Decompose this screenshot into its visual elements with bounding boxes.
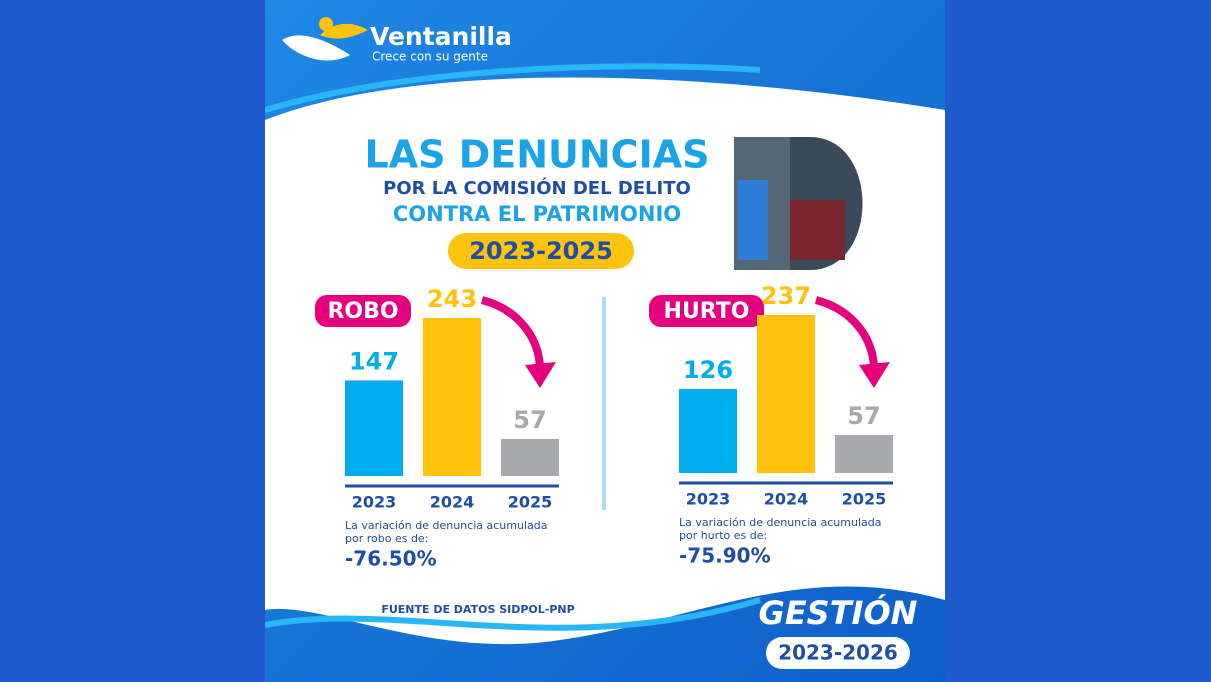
value-label: 57 <box>847 402 880 430</box>
brand: Ventanilla <box>370 22 512 51</box>
bar <box>757 315 815 473</box>
x-tick-label: 2024 <box>764 490 809 509</box>
x-tick-label: 2025 <box>508 493 553 512</box>
period: 2023-2025 <box>469 237 613 265</box>
bar <box>679 389 737 473</box>
value-label: 147 <box>349 347 399 375</box>
value-label: 243 <box>427 285 477 313</box>
x-tick-label: 2024 <box>430 493 475 512</box>
note: La variación de denuncia acumulada por hu… <box>679 516 881 542</box>
arrow <box>814 296 878 371</box>
x-tick-label: 2023 <box>686 490 731 509</box>
gestion: GESTIÓN <box>759 593 918 632</box>
value-label: 57 <box>513 406 546 434</box>
photo-figure <box>790 200 845 260</box>
chart-title-pill <box>315 295 411 327</box>
chart-title-pill <box>649 295 764 327</box>
chart-title: HURTO <box>664 299 750 324</box>
wave <box>265 597 761 631</box>
bar <box>345 380 403 476</box>
logo-dot <box>319 17 333 31</box>
source: FUENTE DE DATOS SIDPOL-PNP <box>381 603 574 616</box>
arrow-head <box>859 362 890 388</box>
gestion-period: 2023-2026 <box>778 641 898 665</box>
wave <box>265 63 761 113</box>
value-label: 126 <box>683 356 733 384</box>
bar <box>835 435 893 473</box>
logo-icon <box>282 35 350 61</box>
note-value: -75.90% <box>679 544 771 568</box>
bar <box>423 318 481 476</box>
arrow <box>480 296 544 371</box>
bar <box>501 438 559 476</box>
chart-title: ROBO <box>327 299 398 324</box>
arrow-head <box>525 362 556 388</box>
title: LAS DENUNCIAS <box>365 133 710 177</box>
photo-figure <box>738 180 768 260</box>
note: La variación de denuncia acumulada por ro… <box>345 519 547 545</box>
x-tick-label: 2025 <box>842 490 887 509</box>
x-tick-label: 2023 <box>352 493 397 512</box>
slogan: Crece con su gente <box>372 50 488 64</box>
gestion-pill <box>766 637 910 669</box>
note-value: -76.50% <box>345 547 437 571</box>
period-pill <box>448 233 634 269</box>
subtitle: POR LA COMISIÓN DEL DELITO <box>383 177 691 199</box>
subtitle: CONTRA EL PATRIMONIO <box>393 202 681 226</box>
value-label: 237 <box>761 282 811 310</box>
